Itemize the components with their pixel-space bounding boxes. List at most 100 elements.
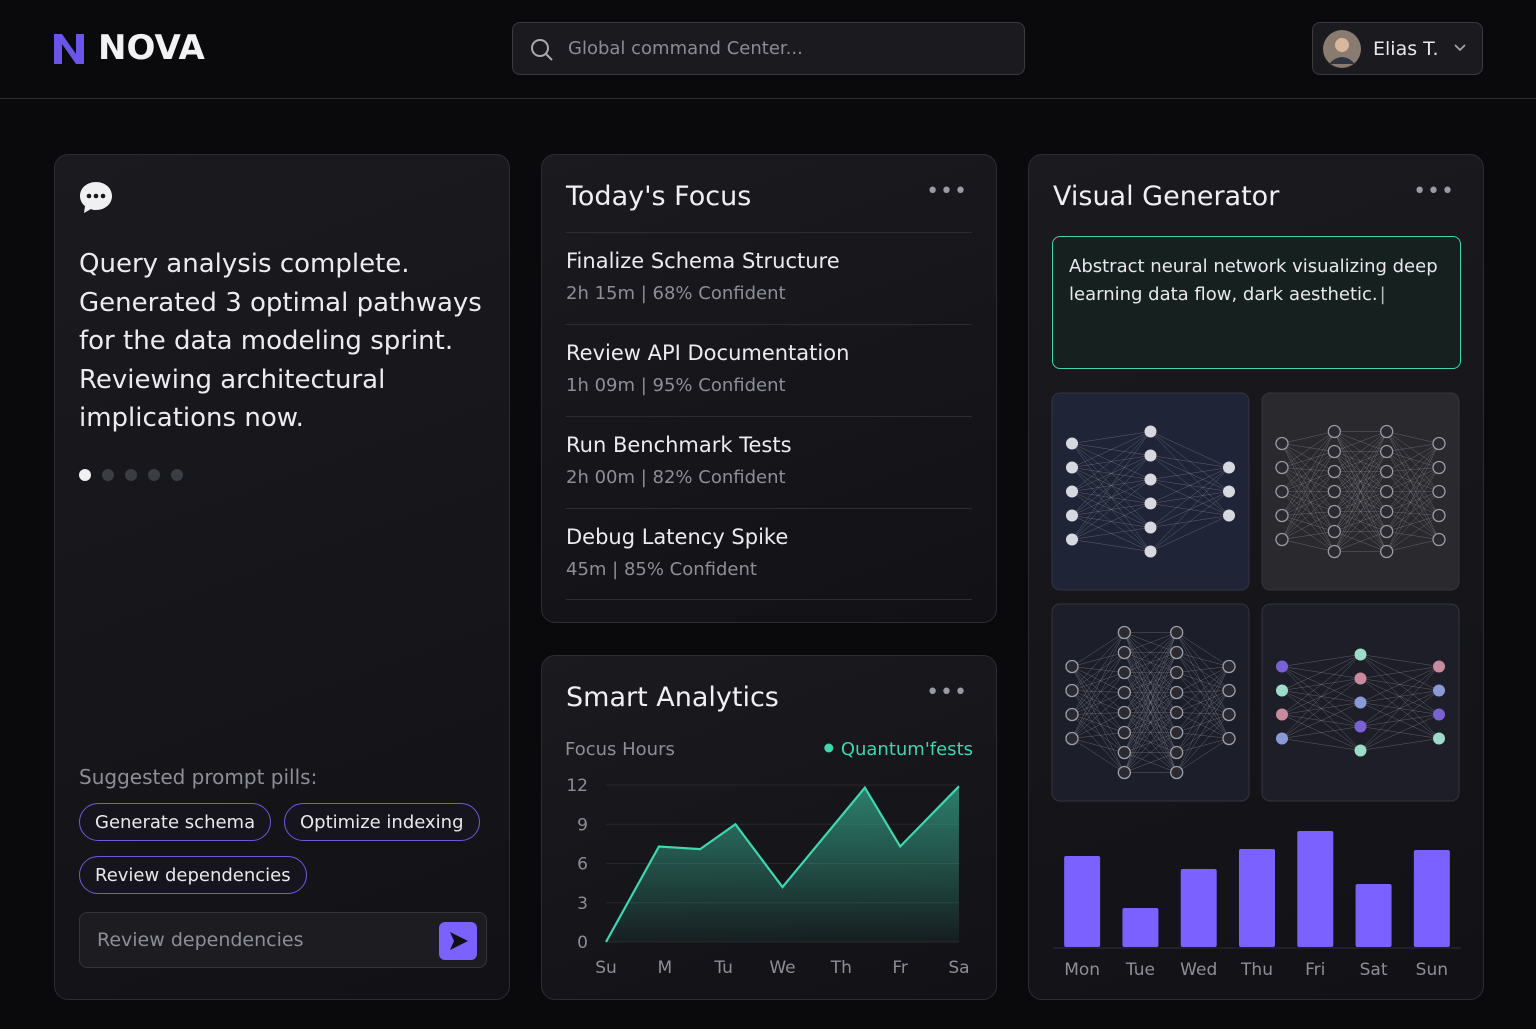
prompt-pill[interactable]: Optimize indexing [284, 803, 480, 841]
network-edge [1386, 443, 1440, 492]
network-edge [1176, 690, 1230, 753]
network-edge [1071, 632, 1125, 691]
network-edge [1334, 471, 1387, 552]
network-edge [1281, 467, 1335, 532]
x-tick-label: Fr [892, 958, 908, 978]
network-node [1170, 705, 1184, 720]
network-node [1276, 708, 1288, 721]
y-tick-label: 0 [577, 933, 588, 953]
network-edge [1281, 467, 1335, 512]
network-edge [1071, 431, 1151, 540]
network-edge [1124, 632, 1177, 733]
network-edge [1281, 539, 1335, 552]
user-menu[interactable]: Elias T. [1312, 22, 1483, 75]
network-edge [1386, 491, 1440, 512]
focus-item[interactable]: Debug Latency Spike 45m | 85% Confident [566, 508, 972, 601]
network-node [1223, 461, 1235, 474]
x-tick-label: Sun [1416, 960, 1448, 980]
network-edge [1071, 527, 1151, 540]
network-edge [1281, 654, 1361, 739]
network-edge [1281, 654, 1361, 691]
network-edge [1176, 632, 1230, 667]
network-edge [1281, 451, 1335, 468]
network-edge [1281, 431, 1335, 444]
network-node [1275, 436, 1289, 451]
network-edge [1386, 451, 1440, 468]
focus-item[interactable]: Finalize Schema Structure 2h 15m | 68% Co… [566, 232, 972, 325]
network-edge [1281, 451, 1335, 492]
prompt-pill[interactable]: Review dependencies [79, 856, 307, 894]
network-edge [1386, 531, 1440, 540]
divider [566, 599, 972, 600]
network-node [1170, 625, 1184, 640]
prompt-box[interactable]: Abstract neural network visualizing deep… [1052, 236, 1461, 369]
network-edge [1281, 654, 1361, 715]
prompt-pill[interactable]: Generate schema [79, 803, 272, 841]
y-axis-label: Focus Hours [565, 739, 675, 760]
focus-item[interactable]: Run Benchmark Tests 2h 00m | 82% Confiden… [566, 416, 972, 509]
network-node [1327, 484, 1341, 499]
network-node [1275, 508, 1289, 523]
network-node [1223, 509, 1235, 522]
network-edge [1360, 666, 1440, 727]
network-edge [1176, 690, 1230, 693]
network-edge [1334, 531, 1387, 552]
network-edge [1386, 451, 1440, 492]
network-edge [1386, 467, 1440, 492]
network-edge [1176, 690, 1230, 713]
network-edge [1150, 467, 1230, 504]
network-edge [1360, 666, 1440, 679]
network-edge [1360, 654, 1440, 667]
network-edge [1281, 726, 1361, 739]
network-edge [1071, 666, 1125, 733]
network-edge [1281, 443, 1335, 452]
network-edge [1071, 503, 1151, 540]
network-edge [1150, 467, 1230, 480]
network-edge [1386, 471, 1440, 516]
x-tick-label: Sa [948, 958, 969, 978]
chart-title: Smart Analytics [566, 682, 779, 713]
network-edge [1176, 738, 1230, 773]
network-edge [1281, 702, 1361, 739]
prompt-input[interactable]: Review dependencies [79, 912, 487, 968]
network-edge [1360, 666, 1440, 751]
network-edge [1176, 666, 1230, 753]
focus-item[interactable]: Review API Documentation 1h 09m | 95% Con… [566, 324, 972, 417]
generator-card: Visual Generator ••• Abstract neural net… [1028, 154, 1484, 1000]
network-edge [1386, 467, 1440, 512]
network-edge [1386, 491, 1440, 540]
top-bar: NOVA Global command Center... Elias T. [0, 0, 1536, 99]
more-menu[interactable]: ••• [926, 179, 968, 204]
network-edge [1071, 690, 1125, 733]
search-box[interactable]: Global command Center... [512, 22, 1025, 75]
bar [1180, 869, 1217, 947]
network-node [1066, 461, 1078, 474]
network-node [1354, 648, 1367, 661]
network-node [1170, 765, 1184, 780]
network-edge [1071, 690, 1125, 693]
network-edge [1071, 714, 1125, 733]
y-tick-label: 6 [577, 855, 588, 875]
logo-mark [54, 34, 84, 64]
network-node [1276, 660, 1288, 673]
network-node [1354, 672, 1367, 685]
network-edge [1124, 632, 1177, 673]
area-line [605, 785, 960, 943]
network-node [1144, 521, 1157, 534]
x-tick-label: M [657, 958, 672, 978]
network-edge [1124, 672, 1177, 773]
network-node [1066, 437, 1078, 450]
network-edge [1386, 511, 1440, 516]
network-edge [1386, 451, 1440, 516]
network-node [1066, 485, 1078, 498]
network-node [1117, 685, 1131, 700]
network-edge [1281, 491, 1335, 512]
network-node [1170, 685, 1184, 700]
carousel-dots[interactable] [77, 467, 197, 483]
send-button[interactable] [439, 922, 477, 960]
network-node [1432, 484, 1446, 499]
network-edge [1071, 690, 1125, 713]
generator-title: Visual Generator [1053, 181, 1280, 212]
network-edge [1386, 491, 1440, 552]
network-edge [1176, 738, 1230, 753]
